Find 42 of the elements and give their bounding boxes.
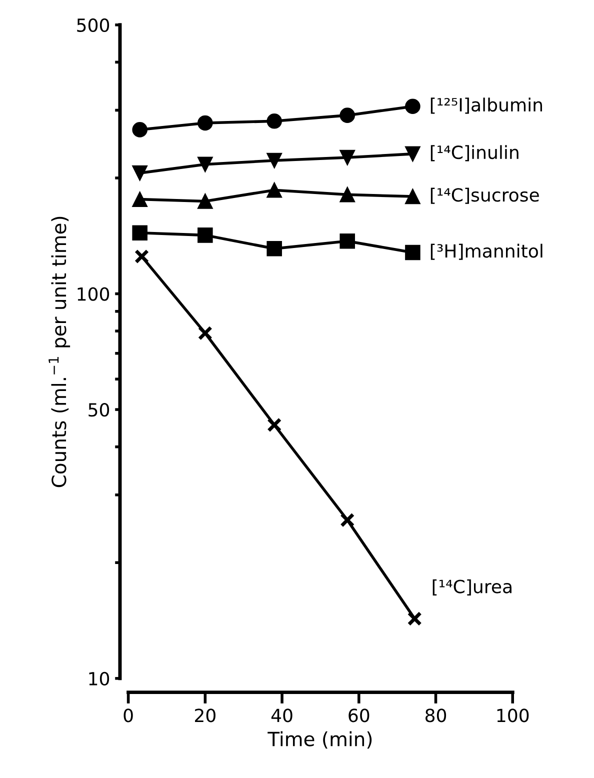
point (405, 98, 420, 114)
point (340, 512, 355, 528)
series-label: [¹⁴C]sucrose (430, 188, 539, 204)
x-tick-label: 100 (497, 708, 529, 722)
point (266, 114, 282, 129)
x-tick-label: 20 (195, 708, 216, 722)
y-axis-title: Counts (ml.$^{−1}$ per unit time) (48, 216, 70, 488)
point (340, 234, 356, 249)
point (266, 182, 282, 198)
series-label: [¹²⁵I]albumin (430, 98, 542, 114)
x-tick-label: 60 (348, 708, 370, 722)
point (132, 122, 148, 138)
point (266, 241, 282, 256)
point (340, 108, 356, 123)
point (405, 146, 420, 162)
series-label: [¹⁴C]urea (432, 579, 512, 596)
x-tick-label: 0 (124, 708, 133, 722)
point (340, 187, 356, 202)
series-label: [¹⁴C]inulin (430, 145, 518, 162)
y-tick-label: 50 (88, 403, 110, 417)
x-axis-title: Time (min) (268, 731, 372, 749)
point (134, 249, 150, 264)
point (266, 152, 282, 168)
point (267, 418, 282, 432)
series-label: [³H]mannitol (430, 244, 542, 260)
point (132, 165, 148, 181)
point (198, 326, 212, 340)
y-tick-label: 100 (78, 287, 110, 301)
x-tick-label: 80 (425, 708, 446, 722)
point (198, 115, 213, 131)
y-tick-label: 10 (89, 672, 110, 686)
point (407, 611, 422, 626)
point (132, 192, 148, 207)
point (198, 194, 213, 209)
point (340, 150, 356, 166)
x-tick-label: 40 (271, 708, 292, 722)
y-tick-label: 500 (77, 18, 110, 32)
point (405, 188, 420, 204)
point (198, 156, 213, 172)
point (132, 225, 148, 240)
point (405, 244, 420, 260)
point (198, 228, 213, 243)
